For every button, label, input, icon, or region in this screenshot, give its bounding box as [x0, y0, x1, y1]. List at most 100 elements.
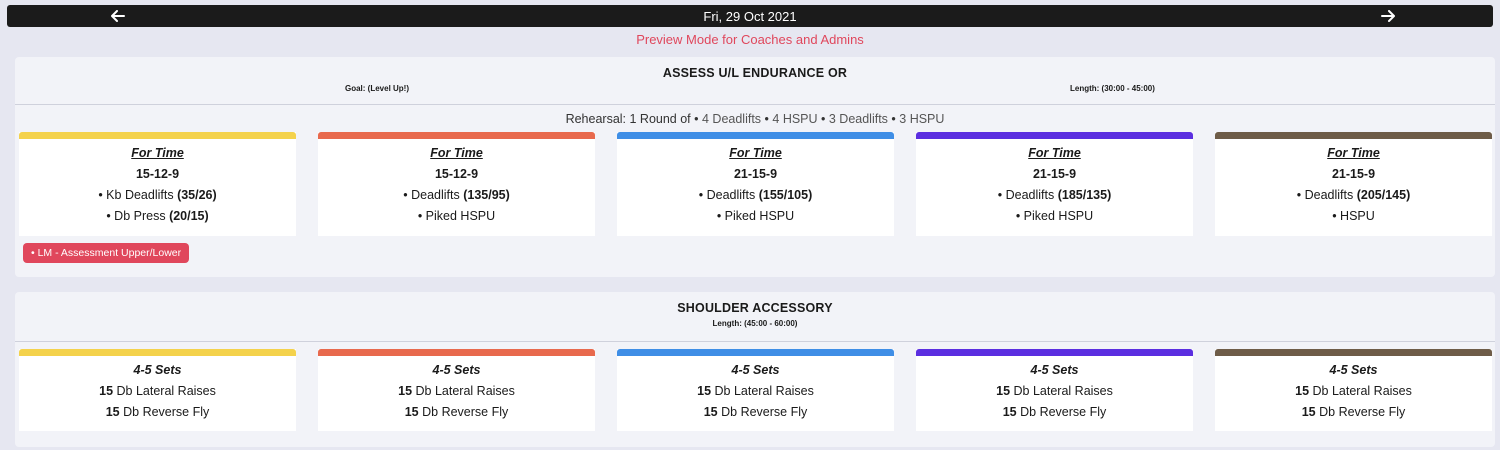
movement-name: Db Lateral Raises: [1312, 384, 1412, 398]
workout-title: ASSESS U/L ENDURANCE OR: [662, 66, 848, 80]
tier-scheme: 4-5 Sets: [432, 363, 481, 377]
tier-scheme: For Time: [1327, 146, 1380, 160]
movement-line: • Kb Deadlifts (35/26): [19, 188, 296, 202]
tier-scheme: 4-5 Sets: [731, 363, 780, 377]
movement-name: Db Lateral Raises: [415, 384, 515, 398]
workout-length: Length: (45:00 - 60:00): [712, 319, 798, 328]
tier-tile-2: 4-5 Sets 15 Db Lateral Raises 15 Db Reve…: [318, 349, 595, 431]
movement-line: • Db Press (20/15): [19, 209, 296, 223]
movement-line: 15 Db Reverse Fly: [1215, 405, 1492, 419]
tier-tile-3: For Time 21-15-9 • Deadlifts (155/105) •…: [617, 132, 894, 236]
tier-reps: 21-15-9: [1331, 167, 1376, 181]
movement-name: Db Reverse Fly: [721, 405, 808, 419]
movement-name: Db Lateral Raises: [1013, 384, 1113, 398]
workout-card-shoulder: SHOULDER ACCESSORY Length: (45:00 - 60:0…: [15, 292, 1495, 447]
tier-tile-2: For Time 15-12-9 • Deadlifts (135/95) • …: [318, 132, 595, 236]
tier-scheme: For Time: [729, 146, 782, 160]
movement-name: • Piked HSPU: [1015, 209, 1094, 223]
movement-line: 15 Db Lateral Raises: [19, 384, 296, 398]
tier-color-bar: [916, 132, 1193, 139]
movement-line: • Deadlifts (155/105): [617, 188, 894, 202]
movement-line: • Piked HSPU: [617, 209, 894, 223]
movement-line: 15 Db Reverse Fly: [617, 405, 894, 419]
movement-reps: 15: [1301, 405, 1316, 419]
tier-tile-1: For Time 15-12-9 • Kb Deadlifts (35/26) …: [19, 132, 296, 236]
movement-name: • Piked HSPU: [716, 209, 795, 223]
movement-reps: 15: [996, 384, 1011, 398]
workout-title: SHOULDER ACCESSORY: [677, 301, 833, 315]
movement-line: • Deadlifts (185/135): [916, 188, 1193, 202]
workout-header: SHOULDER ACCESSORY Length: (45:00 - 60:0…: [15, 292, 1495, 342]
tier-reps: 21-15-9: [1032, 167, 1077, 181]
movement-name: • Deadlifts: [403, 188, 460, 202]
tier-scheme: For Time: [430, 146, 483, 160]
tier-reps: 21-15-9: [733, 167, 778, 181]
tier-scheme: 4-5 Sets: [133, 363, 182, 377]
movement-line: 15 Db Reverse Fly: [916, 405, 1193, 419]
tier-color-bar: [617, 349, 894, 356]
tier-tile-4: For Time 21-15-9 • Deadlifts (185/135) •…: [916, 132, 1193, 236]
tier-tile-5: For Time 21-15-9 • Deadlifts (205/145) •…: [1215, 132, 1492, 236]
movement-line: 15 Db Reverse Fly: [19, 405, 296, 419]
movement-load: (185/135): [1057, 188, 1112, 202]
arrow-right-icon[interactable]: [1373, 5, 1403, 27]
movement-line: 15 Db Lateral Raises: [1215, 384, 1492, 398]
workout-card-assess: ASSESS U/L ENDURANCE OR Goal: (Level Up!…: [15, 57, 1495, 277]
tier-scheme: 4-5 Sets: [1329, 363, 1378, 377]
movement-name: Db Reverse Fly: [1020, 405, 1107, 419]
movement-name: • Deadlifts: [1296, 188, 1354, 202]
tier-reps: 15-12-9: [135, 167, 180, 181]
rehearsal-item: 4 HSPU: [772, 112, 818, 126]
tier-tile-4: 4-5 Sets 15 Db Lateral Raises 15 Db Reve…: [916, 349, 1193, 431]
preview-mode-notice: Preview Mode for Coaches and Admins: [636, 32, 864, 47]
movement-line: 15 Db Lateral Raises: [916, 384, 1193, 398]
movement-line: 15 Db Lateral Raises: [617, 384, 894, 398]
tier-color-bar: [318, 349, 595, 356]
tier-scheme: 4-5 Sets: [1030, 363, 1079, 377]
tier-color-bar: [19, 349, 296, 356]
rehearsal-prefix: Rehearsal: 1 Round of •: [565, 112, 699, 126]
tier-tile-1: 4-5 Sets 15 Db Lateral Raises 15 Db Reve…: [19, 349, 296, 431]
movement-name: • Db Press: [106, 209, 166, 223]
movement-load: (155/105): [758, 188, 813, 202]
movement-name: • Deadlifts: [997, 188, 1055, 202]
tier-color-bar: [19, 132, 296, 139]
tier-scheme: For Time: [131, 146, 184, 160]
tier-color-bar: [1215, 132, 1492, 139]
movement-name: Db Lateral Raises: [714, 384, 814, 398]
tier-color-bar: [617, 132, 894, 139]
workout-length: Length: (30:00 - 45:00): [1070, 84, 1155, 93]
movement-load: (20/15): [169, 209, 209, 223]
movement-reps: 15: [99, 384, 114, 398]
movement-line: • Deadlifts (205/145): [1215, 188, 1492, 202]
tier-tile-5: 4-5 Sets 15 Db Lateral Raises 15 Db Reve…: [1215, 349, 1492, 431]
tier-color-bar: [318, 132, 595, 139]
movement-line: 15 Db Reverse Fly: [318, 405, 595, 419]
movement-name: • HSPU: [1332, 209, 1375, 223]
movement-name: • Deadlifts: [698, 188, 756, 202]
tier-color-bar: [916, 349, 1193, 356]
tier-reps: 15-12-9: [434, 167, 479, 181]
arrow-left-icon[interactable]: [103, 5, 133, 27]
current-date: Fri, 29 Oct 2021: [703, 8, 797, 24]
movement-reps: 15: [398, 384, 413, 398]
rehearsal-item: 3 Deadlifts: [828, 112, 888, 126]
movement-reps: 15: [105, 405, 120, 419]
movement-load: (205/145): [1356, 188, 1411, 202]
workout-goal: Goal: (Level Up!): [345, 84, 410, 93]
movement-reps: 15: [1002, 405, 1017, 419]
tier-tile-3: 4-5 Sets 15 Db Lateral Raises 15 Db Reve…: [617, 349, 894, 431]
workout-header: ASSESS U/L ENDURANCE OR Goal: (Level Up!…: [15, 57, 1495, 105]
assessment-tag[interactable]: • LM - Assessment Upper/Lower: [23, 243, 190, 263]
movement-name: • Kb Deadlifts: [98, 188, 174, 202]
movement-line: • Piked HSPU: [916, 209, 1193, 223]
rehearsal-item: 3 HSPU: [899, 112, 945, 126]
movement-name: Db Lateral Raises: [116, 384, 216, 398]
movement-load: (35/26): [177, 188, 217, 202]
movement-name: Db Reverse Fly: [123, 405, 210, 419]
rehearsal-item: 4 Deadlifts: [702, 112, 762, 126]
movement-load: (135/95): [463, 188, 510, 202]
movement-reps: 15: [703, 405, 718, 419]
movement-name: Db Reverse Fly: [422, 405, 509, 419]
movement-reps: 15: [1295, 384, 1310, 398]
